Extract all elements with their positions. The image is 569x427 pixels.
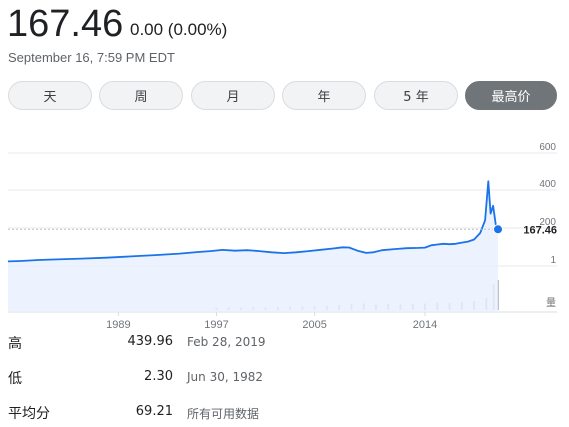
current-price-dot: [493, 224, 503, 235]
tab-year[interactable]: 年: [282, 81, 366, 110]
price-chart[interactable]: 600 400 200 1 量 167.46 1989 1997 2005 2014: [0, 138, 569, 333]
stat-value-average: 69.21: [135, 404, 173, 419]
stat-row-low: 低 2.30 Jun 30, 1982: [8, 368, 268, 388]
current-price-label: 167.46: [523, 224, 557, 236]
stat-date-low: Jun 30, 1982: [187, 370, 264, 384]
volume-label: 量: [546, 297, 556, 309]
stat-value-low: 2.30: [144, 369, 173, 384]
tab-month[interactable]: 月: [191, 81, 275, 110]
price-line: [7, 180, 499, 263]
x-tick-label: 2014: [413, 319, 437, 331]
current-price: 167.46: [7, 3, 124, 45]
stat-row-high: 高 439.96 Feb 28, 2019: [8, 333, 268, 353]
tab-5-years[interactable]: 5 年: [374, 81, 458, 110]
stat-value-high: 439.96: [127, 334, 174, 349]
tab-week[interactable]: 周: [99, 81, 183, 110]
y-tick-label: 1: [550, 255, 556, 266]
stat-label-high: 高: [8, 336, 22, 352]
y-tick-label: 600: [539, 142, 556, 153]
x-tick-label: 2005: [302, 319, 326, 331]
stat-date-high: Feb 28, 2019: [187, 335, 266, 349]
price-area: [8, 181, 498, 312]
stat-label-low: 低: [8, 371, 22, 387]
stat-label-average: 平均分: [8, 406, 50, 422]
quote-timestamp: September 16, 7:59 PM EDT: [8, 50, 175, 65]
y-tick-label: 400: [539, 179, 556, 190]
x-tick-label: 1989: [106, 319, 130, 331]
stat-date-average: 所有可用数据: [187, 407, 260, 421]
stat-row-average: 平均分 69.21 所有可用数据: [8, 403, 268, 423]
y-tick-label: 200: [539, 217, 556, 228]
range-tabs: 天 周 月 年 5 年 最高价: [8, 81, 558, 111]
tab-max[interactable]: 最高价: [465, 81, 557, 110]
tab-day[interactable]: 天: [8, 81, 92, 110]
price-change: 0.00 (0.00%): [130, 20, 228, 39]
x-tick-label: 1997: [204, 319, 228, 331]
